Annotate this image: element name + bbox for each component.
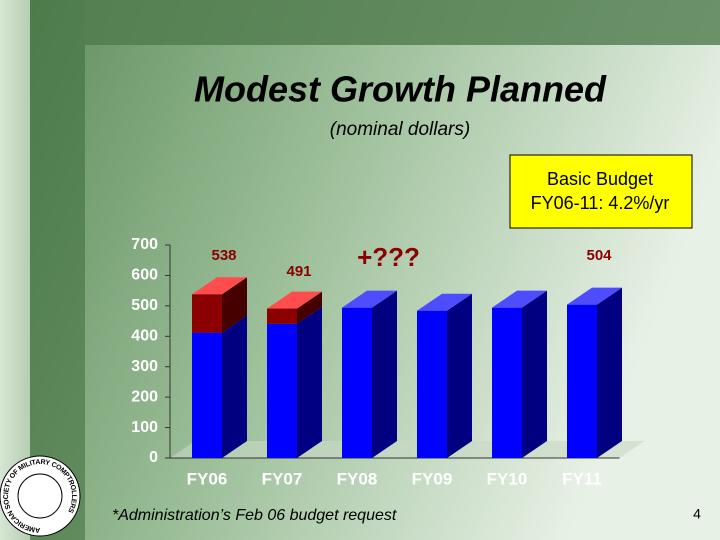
y-tick-label: 200	[131, 388, 158, 405]
x-tick-label: FY11	[562, 469, 602, 488]
bar	[192, 332, 222, 458]
bar	[492, 307, 522, 458]
bar-side	[222, 315, 247, 458]
bar-side	[597, 287, 622, 458]
callout-text: FY06-11: 4.2%/yr	[531, 193, 670, 213]
x-tick-label: FY07	[262, 469, 303, 488]
bar-side	[522, 290, 547, 458]
bar-top	[492, 290, 547, 308]
bar-side	[297, 291, 322, 324]
bar	[567, 304, 597, 458]
y-tick-label: 300	[131, 358, 158, 375]
bar-top	[342, 290, 397, 308]
bar	[267, 323, 297, 458]
bar-side	[372, 290, 397, 458]
footnote: *Administration’s Feb 06 budget request	[112, 507, 397, 524]
x-tick-label: FY10	[487, 469, 528, 488]
total-label: 538	[211, 247, 236, 264]
y-tick-label: 400	[131, 328, 158, 345]
y-tick-label: 100	[131, 419, 158, 436]
bar-side	[222, 277, 247, 333]
bar-top	[567, 287, 622, 305]
logo-inner	[17, 473, 63, 519]
y-tick-label: 0	[149, 449, 158, 466]
callout-text: Basic Budget	[547, 169, 653, 189]
slide-title: Modest Growth Planned	[194, 69, 607, 110]
bar-top	[192, 277, 247, 295]
bar-top	[417, 293, 472, 311]
slide-subtitle: (nominal dollars)	[330, 119, 470, 140]
bar	[192, 294, 222, 333]
bar-top	[267, 291, 322, 309]
y-tick-label: 500	[131, 297, 158, 314]
left-strip	[0, 0, 30, 540]
y-tick-label: 600	[131, 267, 158, 284]
x-tick-label: FY08	[337, 469, 378, 488]
bar	[342, 307, 372, 458]
total-label: 504	[586, 247, 612, 264]
bar	[267, 308, 297, 324]
bar-side	[297, 306, 322, 458]
left-band	[30, 0, 85, 540]
bar-side	[447, 293, 472, 458]
x-tick-label: FY09	[412, 469, 453, 488]
page-number: 4	[693, 506, 701, 522]
callout-box	[509, 154, 693, 229]
total-label: 491	[286, 263, 311, 280]
header-band	[85, 0, 720, 45]
x-tick-label: FY06	[187, 469, 228, 488]
annotation: +???	[357, 242, 420, 272]
bar	[417, 310, 447, 458]
chart: 0 100 200 300 400 500 600 700 FY06 538 FY07 491 FY08…	[131, 236, 645, 488]
y-tick-label: 700	[131, 236, 158, 253]
